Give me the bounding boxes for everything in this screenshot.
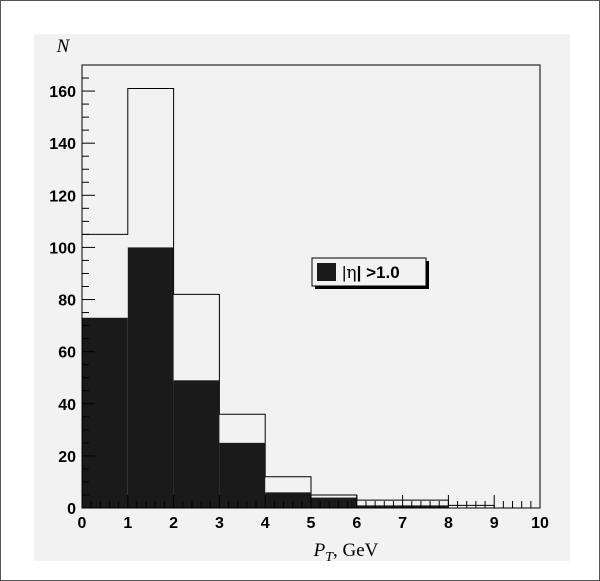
y-tick-label: 80 bbox=[58, 293, 76, 310]
x-tick-label: 8 bbox=[444, 515, 453, 532]
x-tick-label: 9 bbox=[490, 515, 499, 532]
x-tick-label: 0 bbox=[78, 515, 87, 532]
x-tick-label: 5 bbox=[307, 515, 316, 532]
y-tick-label: 0 bbox=[67, 501, 76, 518]
x-tick-label: 10 bbox=[531, 515, 549, 532]
y-tick-label: 40 bbox=[58, 397, 76, 414]
y-axis-title: N bbox=[56, 36, 71, 57]
x-tick-label: 3 bbox=[215, 515, 224, 532]
y-tick-label: 140 bbox=[49, 136, 76, 153]
filled-bar bbox=[265, 492, 311, 508]
filled-bar bbox=[82, 318, 128, 508]
y-tick-label: 160 bbox=[49, 84, 76, 101]
filled-bar bbox=[219, 443, 265, 508]
legend: |η| >1.0 bbox=[312, 258, 429, 289]
legend-label: |η| >1.0 bbox=[342, 263, 400, 283]
filled-bar bbox=[174, 380, 220, 508]
y-tick-label: 60 bbox=[58, 345, 76, 362]
legend-swatch bbox=[317, 263, 336, 281]
filled-bar bbox=[128, 247, 174, 508]
x-tick-label: 4 bbox=[261, 515, 270, 532]
y-tick-label: 100 bbox=[49, 240, 76, 257]
x-tick-label: 2 bbox=[169, 515, 178, 532]
x-tick-label: 6 bbox=[352, 515, 361, 532]
x-tick-label: 1 bbox=[123, 515, 132, 532]
x-tick-label: 7 bbox=[398, 515, 407, 532]
y-tick-label: 20 bbox=[58, 449, 76, 466]
filled-bar bbox=[311, 498, 357, 508]
x-axis-title: PT, GeV bbox=[313, 540, 379, 565]
y-tick-label: 120 bbox=[49, 188, 76, 205]
